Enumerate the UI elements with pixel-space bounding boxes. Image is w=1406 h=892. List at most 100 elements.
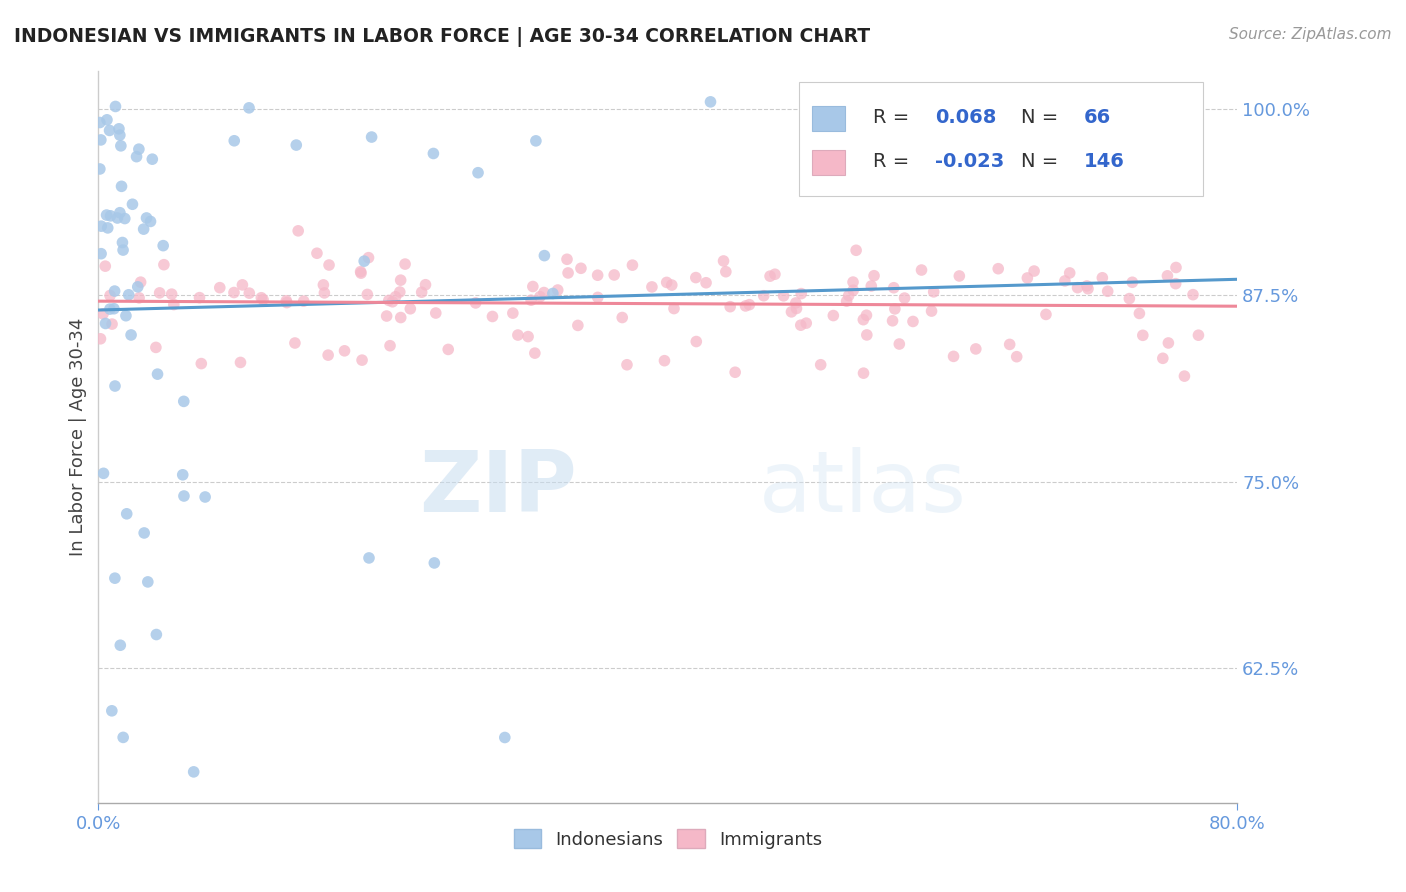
Point bbox=[1164, 277, 1187, 291]
Point bbox=[141, 152, 163, 166]
Point bbox=[394, 257, 416, 271]
Point bbox=[94, 259, 117, 273]
Point bbox=[94, 317, 117, 331]
Point bbox=[238, 101, 260, 115]
Point bbox=[541, 286, 564, 301]
Point bbox=[194, 490, 217, 504]
Point bbox=[188, 291, 211, 305]
Point bbox=[231, 277, 253, 292]
Point bbox=[785, 296, 807, 310]
Text: INDONESIAN VS IMMIGRANTS IN LABOR FORCE | AGE 30-34 CORRELATION CHART: INDONESIAN VS IMMIGRANTS IN LABOR FORCE … bbox=[14, 27, 870, 46]
Point bbox=[855, 308, 877, 322]
Point bbox=[1076, 279, 1098, 293]
Point bbox=[616, 358, 638, 372]
Point bbox=[316, 348, 339, 362]
Point bbox=[112, 243, 135, 257]
Point bbox=[89, 161, 111, 176]
Point bbox=[790, 318, 813, 333]
Point bbox=[842, 275, 865, 289]
Point bbox=[852, 366, 875, 380]
Point bbox=[314, 285, 336, 300]
Bar bbox=[813, 106, 845, 131]
Point bbox=[641, 280, 664, 294]
Point bbox=[734, 299, 756, 313]
FancyBboxPatch shape bbox=[799, 82, 1204, 195]
Point bbox=[89, 115, 111, 129]
Point bbox=[153, 258, 176, 272]
Point bbox=[1097, 285, 1119, 299]
Point bbox=[586, 290, 609, 304]
Point bbox=[305, 246, 328, 260]
Legend: Indonesians, Immigrants: Indonesians, Immigrants bbox=[506, 822, 830, 856]
Point bbox=[103, 301, 125, 316]
Point bbox=[893, 291, 915, 305]
Point bbox=[863, 268, 886, 283]
Point bbox=[494, 731, 516, 745]
Point bbox=[381, 294, 404, 309]
Point bbox=[98, 123, 121, 137]
Point bbox=[352, 353, 374, 368]
Text: 146: 146 bbox=[1084, 152, 1125, 171]
Point bbox=[1077, 282, 1099, 296]
Point bbox=[533, 249, 555, 263]
Point bbox=[110, 638, 132, 652]
Text: 66: 66 bbox=[1084, 108, 1111, 127]
Point bbox=[738, 298, 761, 312]
Point bbox=[110, 138, 132, 153]
Point bbox=[208, 280, 231, 294]
Point bbox=[134, 525, 156, 540]
Point bbox=[567, 318, 589, 333]
Point bbox=[752, 289, 775, 303]
Point bbox=[763, 267, 786, 281]
Point bbox=[128, 142, 150, 156]
Point bbox=[104, 379, 127, 393]
Point bbox=[110, 179, 132, 194]
Point bbox=[860, 279, 883, 293]
Point bbox=[1157, 335, 1180, 350]
Point bbox=[108, 121, 131, 136]
Point bbox=[389, 310, 412, 325]
Point bbox=[172, 467, 194, 482]
Point bbox=[654, 353, 676, 368]
Bar bbox=[813, 150, 845, 176]
Point bbox=[90, 219, 112, 234]
Point bbox=[276, 293, 298, 308]
Point bbox=[661, 278, 683, 293]
Point bbox=[845, 244, 868, 258]
Text: R =: R = bbox=[873, 152, 915, 171]
Point bbox=[152, 238, 174, 252]
Point bbox=[104, 99, 127, 113]
Point bbox=[90, 133, 112, 147]
Point bbox=[104, 571, 127, 585]
Point bbox=[411, 285, 433, 300]
Point bbox=[160, 287, 183, 301]
Point bbox=[149, 285, 172, 300]
Point bbox=[183, 764, 205, 779]
Point bbox=[112, 731, 135, 745]
Point bbox=[108, 205, 131, 219]
Point bbox=[547, 283, 569, 297]
Point bbox=[104, 284, 127, 298]
Point bbox=[467, 166, 489, 180]
Point bbox=[1128, 306, 1150, 320]
Point bbox=[685, 334, 707, 349]
Text: N =: N = bbox=[1021, 108, 1064, 127]
Point bbox=[695, 276, 717, 290]
Point bbox=[333, 343, 356, 358]
Point bbox=[1005, 350, 1028, 364]
Point bbox=[238, 286, 260, 301]
Point bbox=[835, 294, 858, 309]
Point bbox=[772, 289, 794, 303]
Point bbox=[132, 222, 155, 236]
Point bbox=[529, 290, 551, 304]
Point bbox=[98, 288, 121, 302]
Point bbox=[1017, 271, 1039, 285]
Point bbox=[810, 358, 832, 372]
Point bbox=[378, 339, 401, 353]
Point bbox=[1182, 287, 1205, 301]
Point bbox=[357, 550, 380, 565]
Text: Source: ZipAtlas.com: Source: ZipAtlas.com bbox=[1229, 27, 1392, 42]
Point bbox=[399, 301, 422, 316]
Point bbox=[662, 301, 685, 316]
Point bbox=[523, 346, 546, 360]
